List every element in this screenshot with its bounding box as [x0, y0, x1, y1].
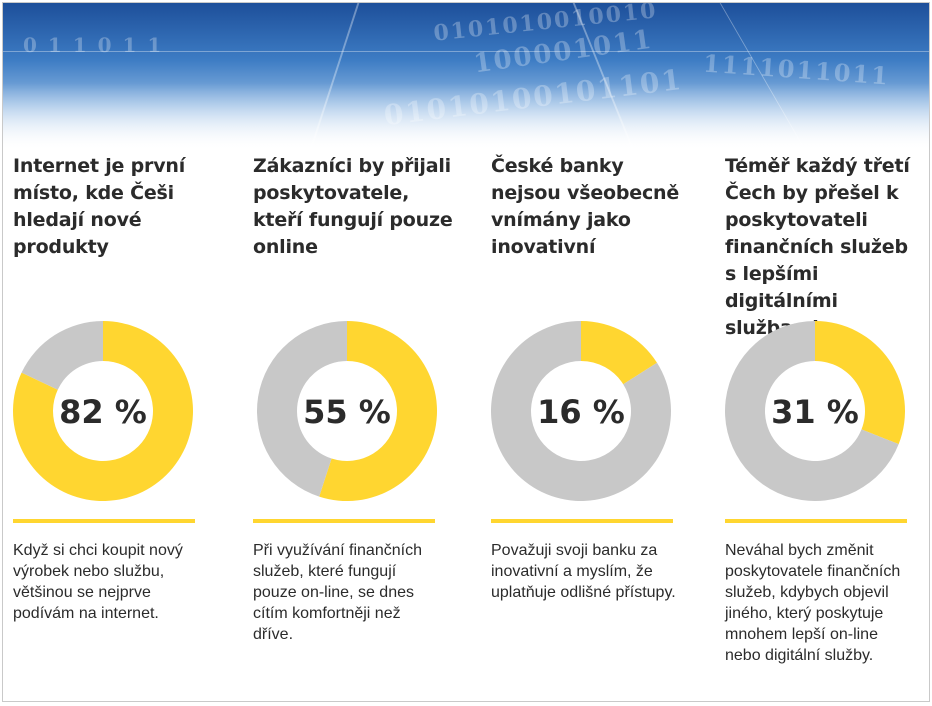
header-banner-image: 0101010010010 100001011 01010100101101 0…	[3, 3, 929, 153]
panel-title: Téměř každý třetí Čech by přešel k posky…	[725, 155, 910, 339]
donut-slice-share	[319, 321, 437, 501]
panel-description: Považuji svoji banku za inovativní a mys…	[491, 542, 676, 601]
panel-internet: Internet je první místo, kde Češi hledaj…	[13, 153, 213, 261]
donut-chart: 55 %	[257, 321, 437, 501]
donut-slice-share	[815, 321, 905, 445]
accent-rule	[13, 519, 195, 523]
binary-text: 0 1 1 0 1 1	[23, 33, 164, 57]
donut-slice-rest	[725, 321, 899, 501]
donut-center-label: 31 %	[771, 393, 859, 431]
donut-chart: 82 %	[13, 321, 193, 501]
donut-slice-share	[13, 321, 193, 501]
accent-rule	[725, 519, 907, 523]
donut-slice-rest	[257, 321, 347, 497]
panel-description: Neváhal bych změnit poskytovatele finanč…	[725, 542, 901, 664]
panel-switching: Téměř každý třetí Čech by přešel k posky…	[725, 153, 925, 342]
panel-description: Když si chci koupit nový výrobek nebo sl…	[13, 542, 183, 622]
donut-slice-rest	[21, 321, 103, 390]
donut-slice-rest	[491, 321, 671, 501]
panel-online-providers: Zákazníci by přijali poskytovatele, kteř…	[253, 153, 453, 261]
donut-chart: 31 %	[725, 321, 905, 501]
donut-chart: 16 %	[491, 321, 671, 501]
panel-title: Internet je první místo, kde Češi hledaj…	[13, 155, 186, 258]
panel-title: České banky nejsou všeobecně vnímány jak…	[491, 155, 680, 258]
donut-center-label: 55 %	[303, 393, 391, 431]
panel-description: Při využívání finančních služeb, které f…	[253, 542, 422, 643]
accent-rule	[491, 519, 673, 523]
accent-rule	[253, 519, 435, 523]
donut-center-label: 16 %	[537, 393, 625, 431]
donut-slice-share	[581, 321, 657, 385]
panel-banks: České banky nejsou všeobecně vnímány jak…	[491, 153, 691, 261]
donut-center-label: 82 %	[59, 393, 147, 431]
panel-title: Zákazníci by přijali poskytovatele, kteř…	[253, 155, 453, 258]
